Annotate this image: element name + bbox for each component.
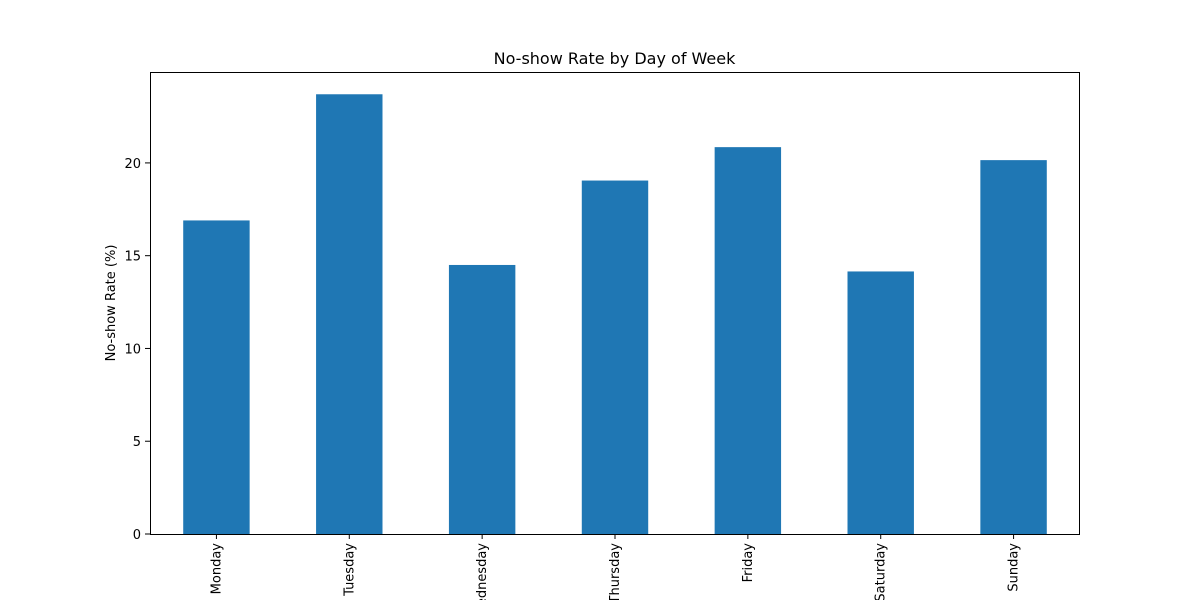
- y-tick-label-10: 10: [124, 342, 141, 357]
- bar-monday: [183, 220, 250, 535]
- x-tick-label-saturday: Saturday: [874, 543, 889, 600]
- bar-thursday: [581, 180, 649, 534]
- bar-wednesday: [448, 264, 516, 534]
- x-tick-label-monday: Monday: [209, 543, 224, 595]
- y-axis-label: No-show Rate (%): [104, 245, 119, 362]
- x-tick-label-wednesday: Wednesday: [475, 543, 490, 600]
- chart-title: No-show Rate by Day of Week: [494, 49, 737, 68]
- y-axis-ticks: 0 5 10 15 20: [124, 157, 150, 543]
- y-tick-label-0: 0: [133, 528, 141, 543]
- x-tick-label-sunday: Sunday: [1007, 543, 1022, 592]
- x-tick-label-friday: Friday: [741, 543, 756, 583]
- y-tick-label-15: 15: [124, 250, 141, 265]
- bar-tuesday: [316, 94, 383, 534]
- plot-frame: [150, 72, 1080, 535]
- x-tick-label-thursday: Thursday: [608, 543, 623, 600]
- y-tick-label-20: 20: [124, 157, 141, 172]
- x-tick-label-tuesday: Tuesday: [342, 543, 357, 597]
- bar-friday: [714, 147, 782, 534]
- y-tick-label-5: 5: [133, 435, 141, 450]
- bars: [183, 94, 1047, 535]
- bar-saturday: [847, 271, 914, 534]
- x-axis-ticks: Monday Tuesday Wednesday Thursday Friday Satu…: [209, 534, 1022, 600]
- bar-sunday: [980, 160, 1047, 535]
